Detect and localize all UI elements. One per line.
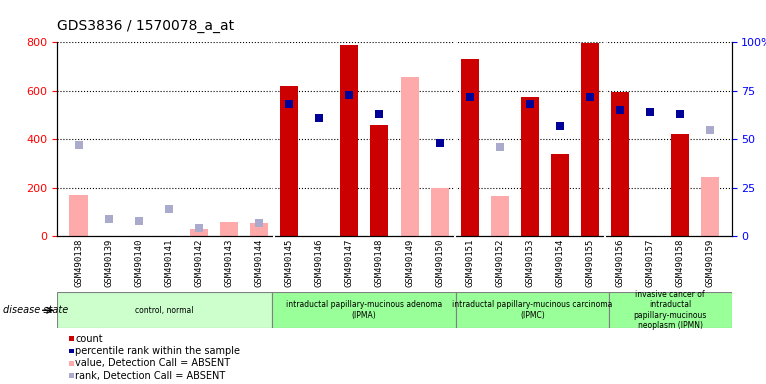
Bar <box>521 97 539 236</box>
Point <box>524 101 536 108</box>
Point <box>253 220 265 226</box>
Bar <box>581 43 599 236</box>
Point <box>283 101 295 108</box>
Text: GSM490149: GSM490149 <box>405 239 414 287</box>
Text: GDS3836 / 1570078_a_at: GDS3836 / 1570078_a_at <box>57 19 234 33</box>
Text: GSM490156: GSM490156 <box>616 239 625 287</box>
Text: GSM490142: GSM490142 <box>195 239 204 287</box>
Point <box>674 111 686 117</box>
Bar <box>272 292 456 328</box>
Text: GSM490151: GSM490151 <box>465 239 474 287</box>
Text: GSM490155: GSM490155 <box>585 239 594 287</box>
Text: GSM490141: GSM490141 <box>164 239 173 287</box>
Text: disease state: disease state <box>3 305 68 315</box>
Bar <box>250 223 268 236</box>
Point <box>72 142 84 148</box>
Bar <box>609 292 732 328</box>
Bar <box>611 92 629 236</box>
Bar <box>671 134 689 236</box>
Point <box>343 91 355 98</box>
Bar <box>401 78 418 236</box>
Text: GSM490138: GSM490138 <box>74 239 83 287</box>
Bar <box>460 59 479 236</box>
Point <box>704 126 716 132</box>
Point <box>162 206 175 212</box>
Bar <box>57 292 272 328</box>
Text: percentile rank within the sample: percentile rank within the sample <box>75 346 241 356</box>
Text: GSM490144: GSM490144 <box>254 239 264 287</box>
Text: GSM490158: GSM490158 <box>676 239 685 287</box>
Bar <box>220 222 238 236</box>
Text: GSM490153: GSM490153 <box>525 239 535 287</box>
Bar <box>456 292 609 328</box>
Text: intraductal papillary-mucinous adenoma
(IPMA): intraductal papillary-mucinous adenoma (… <box>286 300 442 320</box>
Point <box>614 107 627 113</box>
Bar <box>340 45 358 236</box>
Text: value, Detection Call = ABSENT: value, Detection Call = ABSENT <box>75 358 231 368</box>
Text: control, normal: control, normal <box>136 306 194 314</box>
Bar <box>371 125 388 236</box>
Bar <box>491 196 509 236</box>
Bar <box>702 177 719 236</box>
Text: count: count <box>75 334 103 344</box>
Text: intraductal papillary-mucinous carcinoma
(IPMC): intraductal papillary-mucinous carcinoma… <box>452 300 613 320</box>
Text: GSM490147: GSM490147 <box>345 239 354 287</box>
Bar <box>280 86 298 236</box>
Bar <box>430 188 449 236</box>
Point <box>103 216 115 222</box>
Point <box>584 93 596 99</box>
Text: GSM490159: GSM490159 <box>706 239 715 287</box>
Text: rank, Detection Call = ABSENT: rank, Detection Call = ABSENT <box>75 371 226 381</box>
Point <box>373 111 385 117</box>
Text: invasive cancer of
intraductal
papillary-mucinous
neoplasm (IPMN): invasive cancer of intraductal papillary… <box>633 290 707 330</box>
Bar <box>190 229 208 236</box>
Point <box>313 115 326 121</box>
Text: GSM490152: GSM490152 <box>496 239 504 287</box>
Text: GSM490146: GSM490146 <box>315 239 324 287</box>
Text: GSM490148: GSM490148 <box>375 239 384 287</box>
Point <box>554 122 566 129</box>
Point <box>434 140 446 146</box>
Bar <box>551 154 569 236</box>
Point <box>493 144 506 150</box>
Point <box>193 225 205 232</box>
Text: GSM490145: GSM490145 <box>285 239 293 287</box>
Point <box>644 109 656 115</box>
Text: GSM490139: GSM490139 <box>104 239 113 287</box>
Text: GSM490140: GSM490140 <box>134 239 143 287</box>
Text: GSM490150: GSM490150 <box>435 239 444 287</box>
Point <box>133 218 145 224</box>
Text: GSM490143: GSM490143 <box>224 239 234 287</box>
Point <box>463 93 476 99</box>
Bar <box>70 195 87 236</box>
Text: GSM490157: GSM490157 <box>646 239 655 287</box>
Text: GSM490154: GSM490154 <box>555 239 565 287</box>
